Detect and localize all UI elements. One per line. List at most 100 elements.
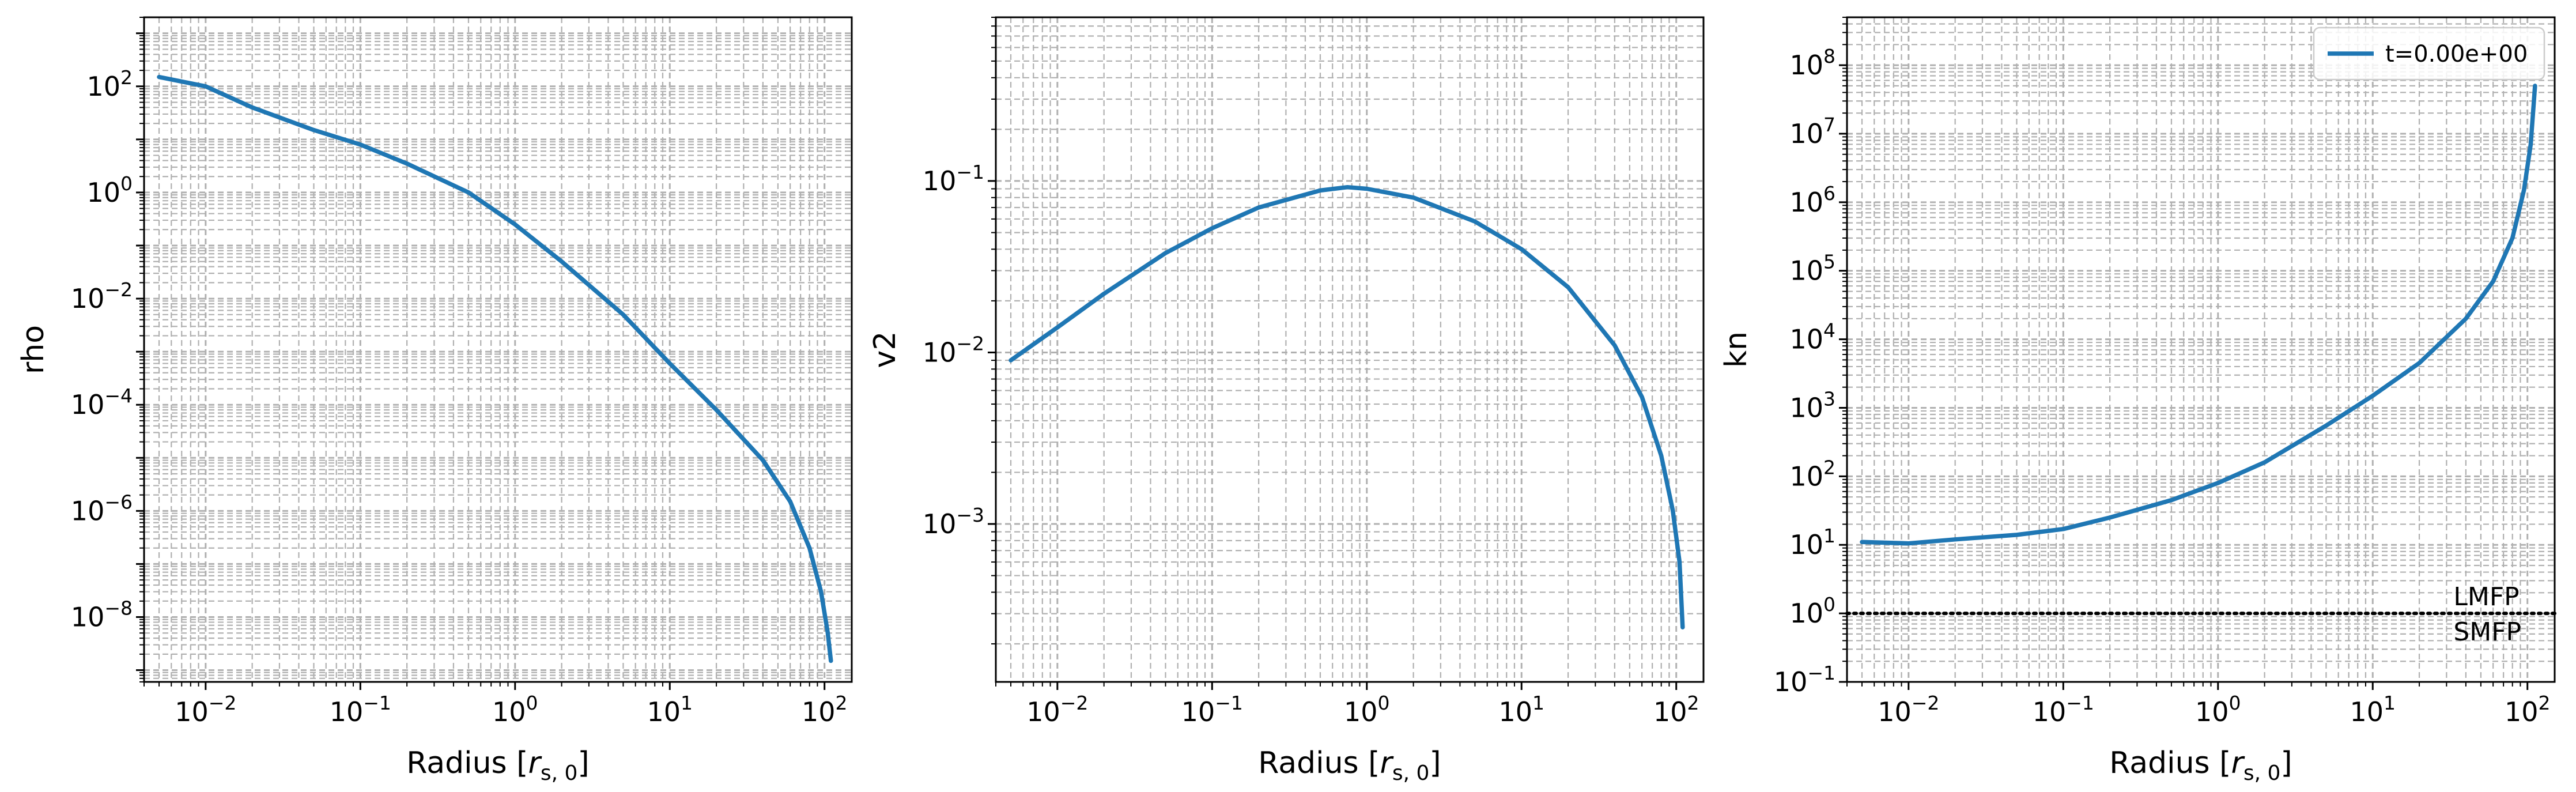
x-tick-label-exponent: 0 <box>2229 692 2241 714</box>
y-tick-label: 102 <box>1789 456 1835 492</box>
y-tick-label-exponent: 4 <box>1823 319 1835 342</box>
y-tick-label: 10−2 <box>71 278 133 314</box>
y-tick-label-base: 10 <box>1789 255 1823 286</box>
x-axis-label-bracket: ] <box>577 746 589 780</box>
y-tick-label-exponent: −2 <box>104 278 133 301</box>
y-tick-label-base: 10 <box>71 389 105 420</box>
x-tick-label-exponent: 2 <box>2538 692 2550 714</box>
y-tick-label-exponent: −4 <box>104 384 133 407</box>
x-axis-label-symbol: r <box>2231 746 2245 780</box>
x-tick-label-base: 10 <box>330 696 364 727</box>
y-tick-label-base: 10 <box>1789 529 1823 560</box>
y-tick-label-base: 10 <box>923 165 957 197</box>
y-tick-label-base: 10 <box>923 337 957 368</box>
y-tick-label-base: 10 <box>923 508 957 540</box>
x-axis-label: Radius [rs, 0] <box>406 746 589 785</box>
y-tick-label: 100 <box>1789 593 1835 629</box>
y-tick-label: 10−4 <box>71 384 133 420</box>
x-tick-label-exponent: −2 <box>209 692 237 714</box>
x-axis-label-subscript: s, 0 <box>1392 761 1430 785</box>
y-tick-label-exponent: 1 <box>1823 525 1835 547</box>
x-tick-label: 102 <box>802 692 848 727</box>
x-axis-label-subscript: s, 0 <box>541 761 578 785</box>
y-tick-label-exponent: −2 <box>956 332 984 354</box>
y-tick-label-base: 10 <box>71 495 105 526</box>
x-tick-label-exponent: 2 <box>835 692 847 714</box>
y-tick-label-base: 10 <box>1774 666 1808 697</box>
x-tick-label: 10−2 <box>175 692 236 727</box>
x-tick-label-exponent: 2 <box>1687 692 1699 714</box>
x-axis-label-subscript: s, 0 <box>2243 761 2281 785</box>
x-tick-label-base: 10 <box>2195 696 2229 727</box>
y-tick-label-base: 10 <box>71 602 105 633</box>
legend-label: t=0.00e+00 <box>2385 41 2528 67</box>
y-tick-label-exponent: 0 <box>1823 593 1835 616</box>
y-tick-label: 105 <box>1789 251 1835 286</box>
y-tick-label-exponent: 5 <box>1823 251 1835 273</box>
x-tick-label-base: 10 <box>1498 696 1532 727</box>
x-tick-label-base: 10 <box>2033 696 2067 727</box>
y-tick-label-exponent: 6 <box>1823 182 1835 205</box>
legend: t=0.00e+00 <box>2313 27 2545 81</box>
annotation-lmfp: LMFP <box>2453 582 2519 612</box>
x-tick-label: 10−2 <box>1878 692 1939 727</box>
y-tick-label: 103 <box>1789 387 1835 423</box>
x-tick-label-base: 10 <box>492 696 526 727</box>
y-tick-label: 10−2 <box>923 332 984 368</box>
grid <box>1839 16 2555 690</box>
kn-panel: 10−2 10−1 100 101 10210810710610510410310210… <box>1719 16 2556 785</box>
x-tick-label: 101 <box>647 692 693 727</box>
x-axis-label-bracket: ] <box>2280 746 2292 780</box>
annotation-smfp: SMFP <box>2453 617 2521 647</box>
y-tick-label-exponent: 7 <box>1823 114 1835 136</box>
y-tick-label: 106 <box>1789 182 1835 218</box>
x-tick-label-base: 10 <box>1878 696 1912 727</box>
x-tick-label-base: 10 <box>175 696 209 727</box>
y-tick-label-base: 10 <box>71 283 105 314</box>
y-tick-label-exponent: −6 <box>104 491 133 513</box>
x-tick-label-exponent: −2 <box>1912 692 1940 714</box>
plot-frame <box>143 16 853 683</box>
y-axis-label: rho <box>16 325 51 374</box>
x-tick-label-base: 10 <box>2350 696 2384 727</box>
x-tick-label-exponent: −2 <box>1060 692 1089 714</box>
x-tick-label-exponent: −1 <box>2066 692 2094 714</box>
x-tick-label: 100 <box>2195 692 2241 727</box>
x-tick-label-exponent: 1 <box>2384 692 2396 714</box>
y-tick-label: 10−3 <box>923 504 984 540</box>
x-tick-label: 10−2 <box>1026 692 1088 727</box>
y-tick-label-base: 10 <box>86 71 120 102</box>
x-axis-label: Radius [rs, 0] <box>2109 746 2292 785</box>
y-tick-label-exponent: 3 <box>1823 387 1835 410</box>
y-tick-label-exponent: 0 <box>120 172 133 195</box>
y-tick-label-base: 10 <box>1789 598 1823 629</box>
y-tick-label-exponent: 8 <box>1823 45 1835 67</box>
plot-frame <box>995 16 1705 683</box>
y-tick-label-exponent: 2 <box>1823 456 1835 478</box>
x-tick-label: 10−1 <box>330 692 391 727</box>
y-tick-label-base: 10 <box>86 177 120 208</box>
x-tick-label-base: 10 <box>1344 696 1378 727</box>
series-line <box>1009 184 1685 629</box>
y-tick-label: 10−6 <box>71 491 133 526</box>
y-tick-label-base: 10 <box>1789 187 1823 218</box>
x-axis-label-symbol: r <box>528 746 542 780</box>
y-tick-label: 104 <box>1789 319 1835 355</box>
x-tick-label: 10−1 <box>1181 692 1243 727</box>
x-tick-label-exponent: −1 <box>1215 692 1243 714</box>
y-tick-label: 10−1 <box>923 161 984 197</box>
x-tick-label-base: 10 <box>1653 696 1687 727</box>
x-tick-label-base: 10 <box>1026 696 1060 727</box>
y-tick-label-base: 10 <box>1789 392 1823 423</box>
y-tick-label: 108 <box>1789 45 1835 81</box>
x-tick-label-exponent: 1 <box>681 692 693 714</box>
series-line <box>1860 84 2537 546</box>
x-tick-label: 100 <box>1344 692 1390 727</box>
x-axis-label-text: Radius [ <box>406 746 528 780</box>
x-tick-label-base: 10 <box>802 696 836 727</box>
x-tick-label-exponent: −1 <box>363 692 391 714</box>
x-tick-label: 102 <box>2505 692 2551 727</box>
x-tick-label: 101 <box>2350 692 2396 727</box>
y-tick-label: 101 <box>1789 525 1835 560</box>
x-axis-label-text: Radius [ <box>2109 746 2231 780</box>
